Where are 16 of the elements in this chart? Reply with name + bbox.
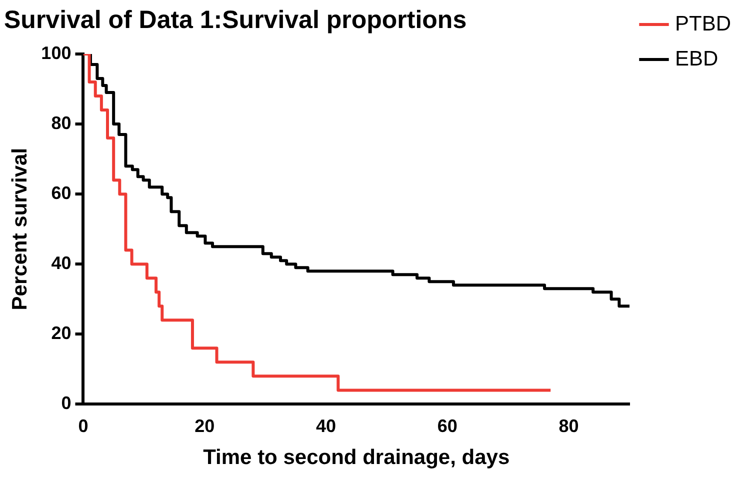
x-axis-title: Time to second drainage, days bbox=[203, 446, 510, 470]
legend-label: EBD bbox=[674, 47, 718, 70]
x-tick-label: 0 bbox=[78, 416, 88, 436]
y-tick-label: 60 bbox=[51, 183, 72, 204]
legend-label: PTBD bbox=[674, 12, 732, 36]
x-tick-label: 20 bbox=[194, 416, 215, 436]
y-tick-label: 100 bbox=[41, 42, 72, 63]
x-tick-label: 40 bbox=[316, 416, 336, 436]
x-tick-label: 80 bbox=[558, 416, 579, 436]
y-tick-label: 0 bbox=[61, 393, 72, 414]
chart-title: Survival of Data 1:Survival proportions bbox=[4, 6, 467, 34]
y-tick-label: 40 bbox=[51, 253, 72, 274]
x-tick-label: 60 bbox=[437, 416, 458, 436]
y-axis-title: Percent survival bbox=[8, 148, 32, 310]
y-tick-label: 80 bbox=[51, 113, 72, 134]
y-tick-label: 20 bbox=[51, 323, 72, 344]
